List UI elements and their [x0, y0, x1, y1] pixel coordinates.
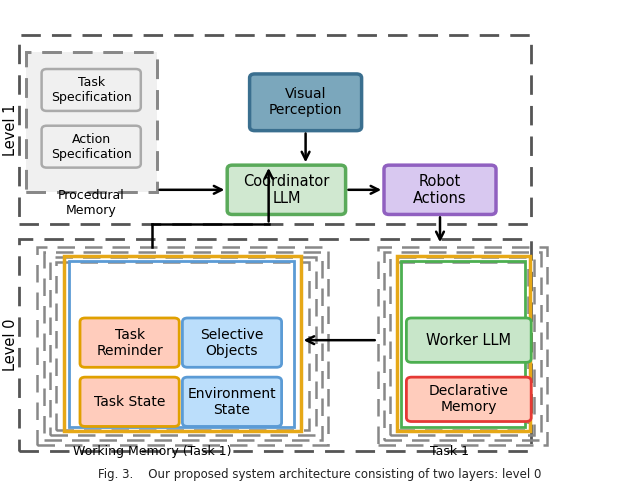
Text: Working Memory (Task 1): Working Memory (Task 1) — [73, 445, 232, 458]
FancyBboxPatch shape — [384, 165, 496, 214]
Bar — [69, 261, 294, 427]
Text: Task
Specification: Task Specification — [51, 76, 132, 104]
FancyBboxPatch shape — [227, 165, 346, 214]
FancyBboxPatch shape — [406, 377, 531, 422]
Text: Coordinator
LLM: Coordinator LLM — [243, 174, 330, 206]
Text: Level 1: Level 1 — [3, 104, 18, 156]
FancyBboxPatch shape — [80, 377, 179, 426]
Text: Robot
Actions: Robot Actions — [413, 174, 467, 206]
Text: Selective
Objects: Selective Objects — [200, 327, 264, 358]
Bar — [397, 262, 528, 430]
Bar — [50, 257, 316, 435]
FancyBboxPatch shape — [80, 318, 179, 367]
Text: Task 1: Task 1 — [431, 445, 469, 458]
Bar — [26, 52, 157, 192]
FancyBboxPatch shape — [182, 318, 282, 367]
Bar — [384, 252, 541, 440]
FancyBboxPatch shape — [182, 377, 282, 426]
Bar — [401, 261, 525, 427]
Text: Level 0: Level 0 — [3, 319, 18, 371]
FancyBboxPatch shape — [42, 69, 141, 111]
Text: Task State: Task State — [94, 395, 165, 409]
Bar — [19, 35, 531, 224]
Text: Procedural
Memory: Procedural Memory — [58, 189, 125, 217]
FancyBboxPatch shape — [406, 318, 531, 362]
Bar — [56, 262, 309, 430]
Bar — [390, 257, 534, 435]
Bar — [26, 52, 157, 192]
Bar — [37, 247, 328, 445]
Text: Declarative
Memory: Declarative Memory — [429, 384, 509, 415]
Bar — [26, 52, 157, 192]
Text: Environment
State: Environment State — [188, 387, 276, 417]
Bar — [378, 247, 547, 445]
Bar — [19, 239, 531, 451]
Text: Action
Specification: Action Specification — [51, 133, 132, 161]
Text: Visual
Perception: Visual Perception — [269, 87, 342, 117]
Text: Fig. 3.    Our proposed system architecture consisting of two layers: level 0: Fig. 3. Our proposed system architecture… — [99, 468, 541, 481]
FancyBboxPatch shape — [250, 74, 362, 131]
Text: Worker LLM: Worker LLM — [426, 333, 511, 348]
Bar — [397, 256, 530, 431]
Bar — [64, 256, 301, 431]
Bar — [44, 252, 322, 440]
Text: Task
Reminder: Task Reminder — [96, 327, 163, 358]
FancyBboxPatch shape — [42, 126, 141, 168]
